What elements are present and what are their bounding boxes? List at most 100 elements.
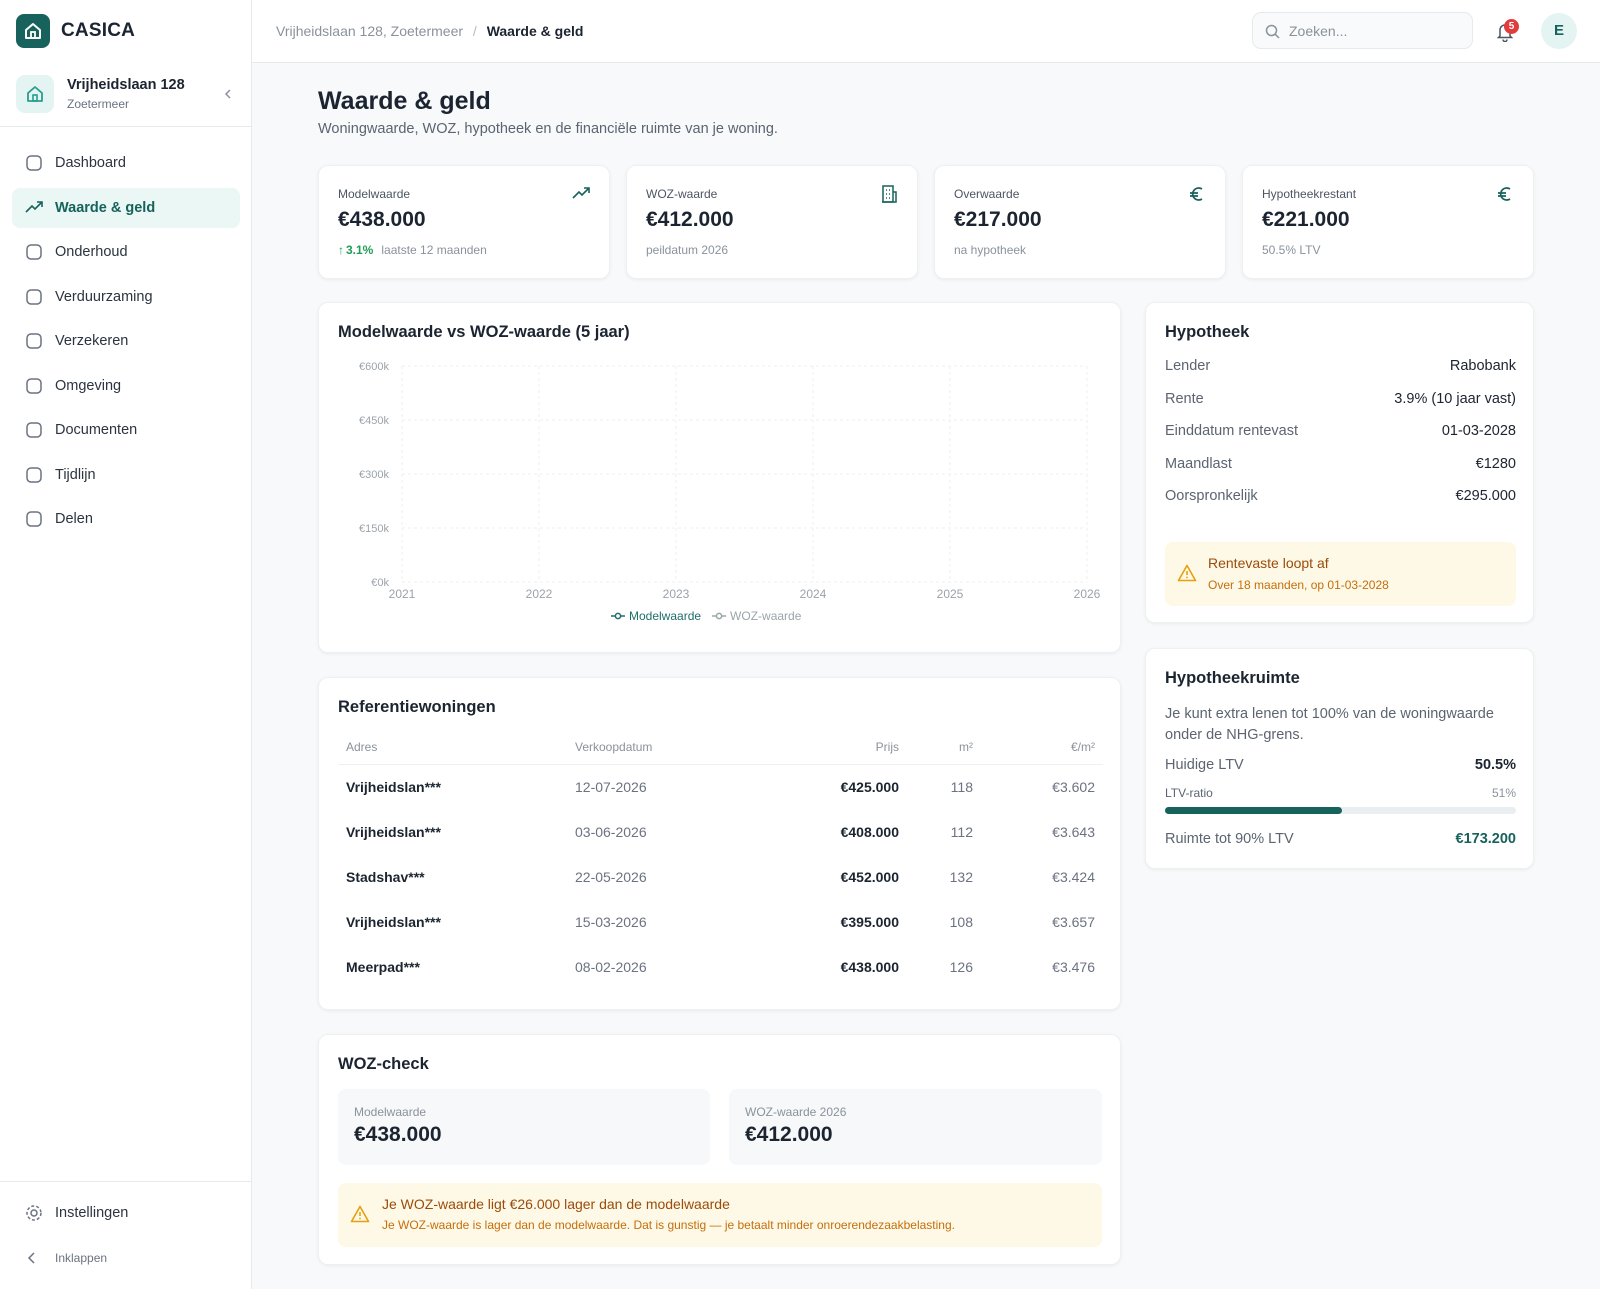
nav-item[interactable]: Onderhoud [12, 232, 240, 272]
page-title: Waarde & geld [318, 87, 491, 115]
collapse-label: Inklappen [55, 1251, 108, 1265]
kpi-icon [1495, 184, 1515, 209]
nav-label: Tijdlijn [55, 466, 96, 483]
cell: 22-05-2026 [575, 868, 647, 885]
row-label: Rente [1165, 390, 1204, 407]
nav-item[interactable]: Omgeving [12, 366, 240, 406]
x-tick-label: 2025 [937, 587, 964, 601]
search[interactable]: Zoeken... [1252, 12, 1473, 49]
cell: €3.424 [1052, 868, 1095, 885]
woz-value-box: WOZ-waarde 2026 €412.000 [729, 1089, 1102, 1165]
row-value: 50.5% [1474, 757, 1516, 773]
kpi-note: na hypotheek [954, 243, 1027, 257]
cell: 12-07-2026 [575, 778, 647, 795]
woz-model-label: Modelwaarde [354, 1105, 427, 1119]
woz-check-title: WOZ-check [338, 1055, 429, 1073]
y-tick-label: €0k [371, 577, 389, 589]
cell: €452.000 [840, 868, 899, 885]
alert-text: Over 18 maanden, op 01-03-2028 [1208, 578, 1389, 592]
kpi-note: peildatum 2026 [646, 243, 729, 257]
woz-model-box: Modelwaarde €438.000 [338, 1089, 710, 1165]
mortgage-row: Oorspronkelijk €295.000 [1165, 488, 1516, 504]
nav-label: Instellingen [55, 1205, 129, 1221]
references-table: Adres Verkoopdatum Prijs m² €/m² Vrijheidsla… [338, 730, 1103, 989]
cell: €408.000 [840, 823, 899, 840]
capacity-text: Je kunt extra lenen tot 100% van de woni… [1165, 706, 1494, 743]
breadcrumb-item[interactable]: Vrijheidslaan 128, Zoetermeer [276, 23, 464, 39]
reference-row: Meerpad*** 08-02-2026 €438.000 126 €3.476 [338, 944, 1103, 989]
notification-badge: 5 [1504, 19, 1519, 34]
mortgage-row: Einddatum rentevast 01-03-2028 [1165, 423, 1516, 439]
y-tick-label: €600k [359, 361, 389, 373]
row-label: Lender [1165, 358, 1211, 374]
y-tick-label: €300k [359, 469, 389, 481]
nav-label: Verzekeren [55, 333, 129, 349]
cell: 08-02-2026 [575, 958, 647, 975]
nav-item[interactable]: Waarde & geld [12, 187, 240, 228]
reference-row: Vrijheidslan*** 15-03-2026 €395.000 108 €3.6… [338, 899, 1103, 944]
nav-item[interactable]: Tijdlijn [12, 455, 240, 495]
y-tick-label: €450k [359, 415, 389, 427]
references-title: Referentiewoningen [338, 698, 496, 716]
kpi-value: €221.000 [1262, 208, 1350, 231]
nav-item[interactable]: Verduurzaming [12, 277, 240, 317]
nav-label: Onderhoud [55, 244, 128, 260]
kpi-card: Overwaarde €217.000 na hypotheek [934, 165, 1226, 279]
nav-label: Verduurzaming [55, 288, 153, 305]
column-header: Adres [338, 730, 567, 765]
kpi-change: 3.1% [346, 243, 374, 257]
capacity-card: Hypotheekruimte Je kunt extra lenen tot … [1145, 648, 1534, 869]
kpi-note: 50.5% LTV [1262, 243, 1321, 257]
ltv-track [1165, 807, 1516, 814]
nav-settings[interactable]: Instellingen [12, 1193, 240, 1233]
up-arrow: ↑ [338, 243, 344, 257]
x-tick-label: 2022 [526, 587, 553, 601]
y-tick-label: €150k [359, 523, 389, 535]
row-label: Ruimte tot 90% LTV [1165, 831, 1294, 847]
kpi-note: laatste 12 maanden [381, 243, 487, 257]
property-icon [16, 75, 54, 113]
chart: €0k €150k €300k €450k €600k 2021 2022 2023 2024 2… [359, 361, 1101, 623]
chevron [224, 89, 231, 99]
nav-item[interactable]: Verzekeren [12, 321, 240, 361]
woz-check-card: WOZ-check Modelwaarde €438.000 WOZ-waard… [318, 1034, 1121, 1265]
cell: €3.643 [1052, 823, 1095, 840]
property-city: Zoetermeer [67, 97, 130, 111]
woz-value-value: €412.000 [745, 1123, 833, 1146]
nav-item[interactable]: Dashboard [12, 143, 240, 183]
property-name: Vrijheidslaan 128 [67, 77, 185, 93]
cell: 118 [950, 778, 973, 795]
cell: €395.000 [840, 913, 899, 930]
mortgage-alert: Rentevaste loopt af Over 18 maanden, op … [1165, 542, 1516, 606]
capacity-ltv: Huidige LTV 50.5% [1165, 757, 1516, 773]
cell: €438.000 [840, 958, 899, 975]
nav-item[interactable]: Documenten [12, 410, 240, 450]
alert-title: Rentevaste loopt af [1208, 555, 1329, 571]
references-card: Referentiewoningen Adres Verkoopdatum Prij… [318, 677, 1121, 1010]
kpi-label: Modelwaarde [338, 187, 411, 201]
avatar[interactable]: E [1541, 13, 1577, 49]
nav-label: Dashboard [55, 155, 126, 171]
kpi-card: Modelwaarde €438.000 ↑ 3.1% laatste 12 maand… [318, 165, 610, 279]
collapse[interactable]: Inklappen [24, 1249, 224, 1269]
kpi-value: €217.000 [954, 208, 1042, 231]
alert-title: Je WOZ-waarde ligt €26.000 lager dan de … [382, 1196, 730, 1212]
column-header: Verkoopdatum [567, 730, 767, 765]
row-value: 01-03-2028 [1441, 423, 1516, 440]
kpi-icon [879, 184, 899, 209]
row-label: Maandlast [1165, 455, 1232, 472]
header: Vrijheidslaan 128, Zoetermeer / Waarde &… [252, 0, 1600, 63]
notifications[interactable]: 5 [1496, 19, 1520, 44]
nav-item[interactable]: Delen [12, 499, 240, 539]
nav-label: Delen [55, 511, 93, 527]
capacity-title: Hypotheekruimte [1165, 669, 1300, 687]
column-header: m² [907, 730, 981, 765]
nav-label: Waarde & geld [55, 199, 156, 216]
kpi-label: WOZ-waarde [646, 187, 718, 201]
logo [16, 14, 50, 48]
property-switcher[interactable]: Vrijheidslaan 128 Zoetermeer [0, 63, 251, 127]
row-label: Huidige LTV [1165, 757, 1244, 773]
bar-caption: LTV-ratio 51% [1165, 786, 1516, 800]
cell: Vrijheidslan*** [346, 823, 441, 840]
